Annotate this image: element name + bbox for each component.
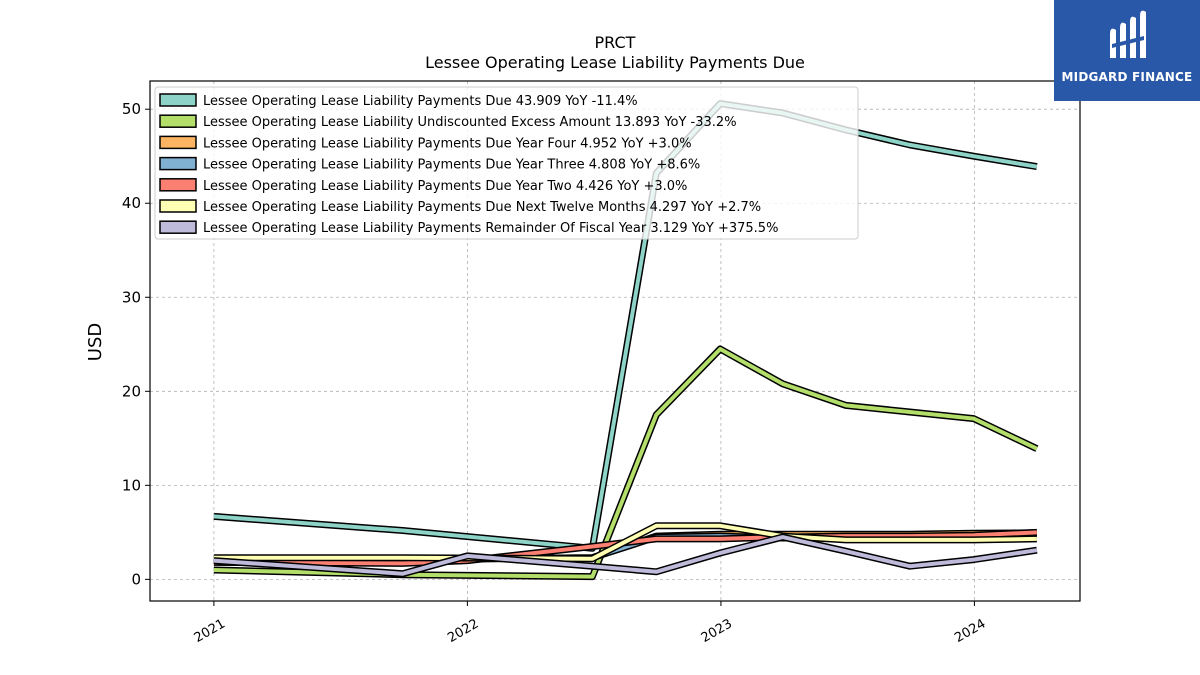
legend-item: Lessee Operating Lease Liability Payment…	[159, 135, 692, 151]
legend-label: Lessee Operating Lease Liability Payment…	[203, 158, 700, 173]
legend-label: Lessee Operating Lease Liability Payment…	[203, 200, 761, 215]
legend: Lessee Operating Lease Liability Payment…	[154, 86, 859, 240]
y-tick-label: 50	[122, 100, 141, 118]
y-tick-label: 40	[122, 194, 141, 212]
legend-label: Lessee Operating Lease Liability Payment…	[203, 94, 638, 109]
legend-item: Lessee Operating Lease Liability Payment…	[159, 93, 638, 109]
x-tick-label: 2021	[192, 616, 228, 646]
legend-swatch	[159, 135, 197, 150]
series-line-stroke	[213, 535, 1038, 576]
x-tick-label: 2024	[952, 616, 988, 646]
legend-item: Lessee Operating Lease Liability Payment…	[159, 178, 687, 194]
legend-swatch	[159, 114, 197, 128]
legend-swatch	[159, 199, 197, 213]
legend-item: Lessee Operating Lease Liability Undisco…	[159, 114, 737, 130]
y-tick-label: 0	[131, 570, 141, 588]
plot-frame	[149, 80, 1081, 602]
chart-subtitle: Lessee Operating Lease Liability Payment…	[425, 53, 805, 72]
brand-logo: MIDGARD FINANCE	[1054, 0, 1200, 101]
legend-label: Lessee Operating Lease Liability Undisco…	[203, 115, 737, 130]
legend-item: Lessee Operating Lease Liability Payment…	[159, 220, 778, 236]
legend-item: Lessee Operating Lease Liability Payment…	[159, 156, 700, 173]
series-line	[213, 345, 1039, 581]
series-line-stroke	[213, 347, 1038, 579]
legend-swatch	[159, 156, 197, 171]
x-tick-label: 2023	[699, 616, 735, 646]
legend-swatch	[159, 93, 197, 107]
y-tick-label: 10	[122, 476, 141, 494]
legend-label: Lessee Operating Lease Liability Payment…	[203, 179, 687, 194]
legend-swatch	[159, 220, 197, 234]
legend-items: Lessee Operating Lease Liability Payment…	[159, 93, 778, 236]
x-tick-label: 2022	[445, 616, 481, 646]
legend-label: Lessee Operating Lease Liability Payment…	[203, 136, 692, 151]
series-layer	[213, 100, 1039, 581]
y-tick-label: 30	[122, 288, 141, 306]
logo-mark-icon	[1110, 10, 1146, 59]
logo-text: MIDGARD FINANCE	[1061, 70, 1193, 84]
y-tick-label: 20	[122, 382, 141, 400]
legend-swatch	[159, 178, 197, 192]
series-line	[213, 533, 1038, 578]
legend-box	[154, 86, 859, 240]
y-axis-label: USD	[85, 323, 106, 361]
chart-title: PRCT	[595, 33, 636, 52]
legend-item: Lessee Operating Lease Liability Payment…	[159, 199, 761, 215]
legend-label: Lessee Operating Lease Liability Payment…	[203, 221, 778, 236]
